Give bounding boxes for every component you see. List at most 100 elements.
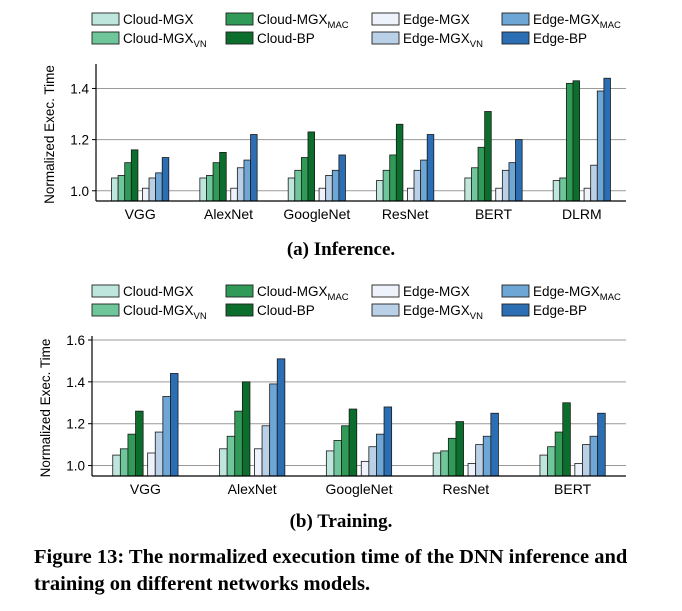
legend: Cloud-MGX Cloud-MGXMAC Edge-MGX Edge-MGXMAC… bbox=[91, 284, 621, 322]
bar bbox=[420, 159, 428, 202]
bar bbox=[331, 169, 340, 202]
bar bbox=[130, 149, 139, 202]
bar bbox=[539, 454, 548, 477]
legend-label: Cloud-MGXVN bbox=[123, 31, 207, 50]
bar bbox=[590, 164, 598, 202]
bar bbox=[490, 412, 499, 477]
bar bbox=[261, 425, 271, 477]
bar bbox=[447, 437, 457, 477]
bar bbox=[583, 187, 592, 202]
bar bbox=[338, 154, 346, 202]
legend-swatch bbox=[225, 31, 254, 45]
legend-swatch bbox=[371, 303, 400, 317]
x-tick-label: GoogleNet bbox=[283, 206, 350, 222]
legend-swatch bbox=[501, 31, 530, 45]
bar bbox=[562, 402, 571, 477]
bar bbox=[325, 450, 335, 477]
legend-swatch bbox=[501, 284, 530, 298]
bar bbox=[230, 187, 238, 202]
bar bbox=[589, 435, 599, 477]
bar bbox=[413, 169, 422, 202]
bar bbox=[389, 154, 397, 202]
legend-swatch bbox=[501, 303, 530, 317]
x-tick-label: GoogleNet bbox=[326, 481, 393, 497]
bar bbox=[199, 177, 207, 202]
legend-label: Cloud-MGXMAC bbox=[257, 284, 349, 303]
bar bbox=[300, 157, 309, 202]
y-tick-label: 1.4 bbox=[66, 375, 85, 390]
legend-swatch bbox=[225, 303, 254, 317]
bar bbox=[148, 177, 157, 202]
bar bbox=[455, 421, 464, 477]
bar bbox=[250, 134, 258, 202]
bar bbox=[341, 425, 350, 477]
legend-swatch bbox=[371, 12, 400, 26]
bar bbox=[508, 162, 516, 202]
bar bbox=[226, 435, 236, 477]
bar bbox=[318, 187, 327, 202]
bar bbox=[467, 463, 477, 477]
legend-label: Cloud-MGX bbox=[123, 284, 194, 299]
bar bbox=[206, 175, 214, 202]
legend-label: Edge-MGXMAC bbox=[533, 12, 621, 31]
bar bbox=[501, 169, 510, 202]
bar bbox=[572, 80, 580, 202]
x-tick-label: ResNet bbox=[442, 481, 489, 497]
x-tick-label: VGG bbox=[130, 481, 161, 497]
x-tick-label: BERT bbox=[554, 481, 592, 497]
x-tick-label: VGG bbox=[125, 206, 156, 222]
legend-swatch bbox=[501, 12, 530, 26]
bar bbox=[219, 448, 228, 477]
legend-label: Cloud-MGXVN bbox=[123, 303, 207, 322]
legend: Cloud-MGX Cloud-MGXMAC Edge-MGX Edge-MGXMAC… bbox=[91, 12, 621, 50]
bar bbox=[154, 431, 164, 477]
chart-panel: 1.0 1.2 1.4 1.6 Normalized Exec. Time VGG Alex… bbox=[38, 333, 626, 497]
bar bbox=[360, 460, 370, 477]
bar bbox=[135, 410, 144, 477]
bar bbox=[170, 373, 179, 477]
y-tick-label: 1.0 bbox=[66, 459, 85, 474]
bar bbox=[464, 177, 472, 202]
legend-label: Edge-MGXMAC bbox=[533, 284, 621, 303]
legend-label: Edge-MGX bbox=[403, 284, 470, 299]
bar bbox=[287, 177, 296, 202]
bar bbox=[161, 157, 170, 202]
bar bbox=[383, 406, 393, 477]
legend-label: Edge-MGXVN bbox=[403, 31, 483, 50]
y-tick-label: 1.2 bbox=[66, 417, 85, 432]
legend-swatch bbox=[225, 284, 254, 298]
legend-label: Cloud-BP bbox=[257, 303, 315, 318]
bar bbox=[241, 381, 251, 477]
legend-label: Cloud-MGXMAC bbox=[257, 12, 349, 31]
legend-label: Cloud-MGX bbox=[123, 12, 194, 27]
legend-label: Edge-BP bbox=[533, 31, 587, 46]
bar bbox=[142, 187, 150, 202]
x-tick-label: DLRM bbox=[562, 206, 602, 222]
legend-swatch bbox=[91, 31, 120, 45]
bar bbox=[515, 139, 523, 202]
bar bbox=[307, 131, 315, 202]
bar bbox=[554, 431, 564, 477]
x-tick-label: ResNet bbox=[382, 206, 429, 222]
bar bbox=[147, 452, 156, 477]
bar bbox=[119, 448, 129, 477]
y-axis-label: Normalized Exec. Time bbox=[38, 339, 53, 478]
bar bbox=[236, 167, 245, 202]
legend-label: Edge-MGXVN bbox=[403, 303, 483, 322]
bar bbox=[440, 450, 449, 477]
figure-canvas: Cloud-MGX Cloud-MGXMAC Edge-MGX Edge-MGXMAC… bbox=[38, 12, 626, 497]
bar bbox=[376, 433, 385, 477]
bar bbox=[243, 159, 251, 202]
bar bbox=[552, 180, 561, 202]
legend-swatch bbox=[91, 303, 120, 317]
bar bbox=[547, 446, 556, 477]
bar bbox=[325, 175, 333, 202]
bar bbox=[477, 146, 486, 202]
bar bbox=[596, 90, 605, 202]
bar bbox=[484, 111, 492, 202]
bar bbox=[475, 444, 484, 477]
bar bbox=[376, 180, 384, 202]
bar bbox=[269, 383, 278, 477]
bar bbox=[294, 169, 302, 202]
